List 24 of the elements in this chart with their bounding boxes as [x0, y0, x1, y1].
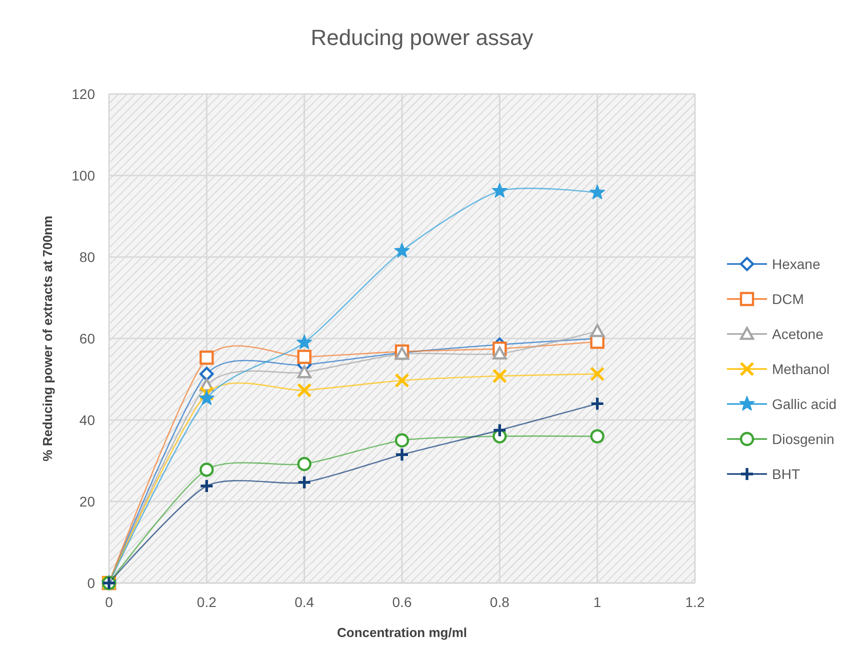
y-tick-label: 20 [79, 494, 96, 510]
y-axis-title: % Reducing power of extracts at 700nm [40, 216, 55, 462]
y-tick-label: 0 [87, 575, 96, 591]
y-tick-label: 40 [79, 412, 96, 428]
legend-label: Hexane [772, 256, 820, 272]
x-tick-label: 1.2 [685, 594, 705, 610]
legend-label: Gallic acid [772, 396, 837, 412]
legend-label: BHT [772, 466, 800, 482]
x-tick-label: 1 [593, 594, 602, 610]
x-tick-label: 0.2 [196, 594, 217, 610]
y-tick-label: 100 [72, 168, 96, 184]
x-tick-label: 0.4 [294, 594, 314, 610]
y-tick-label: 120 [72, 86, 96, 102]
legend-label: Acetone [772, 326, 824, 342]
chart-title: Reducing power assay [310, 25, 534, 50]
x-tick-label: 0 [105, 594, 114, 610]
y-tick-label: 80 [79, 249, 96, 265]
legend-label: Methanol [772, 361, 830, 377]
legend-label: DCM [772, 291, 804, 307]
legend-label: Diosgenin [772, 431, 834, 447]
x-axis-title: Concentration mg/ml [336, 625, 468, 640]
y-tick-label: 60 [79, 330, 96, 346]
x-tick-label: 0.6 [392, 594, 412, 610]
x-tick-label: 0.8 [490, 594, 510, 610]
